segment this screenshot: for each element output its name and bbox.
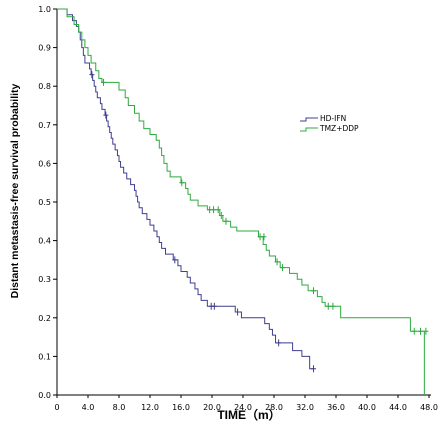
x-tick-label: 24.0 [234, 403, 252, 412]
y-tick-label: 0.0 [38, 391, 51, 400]
y-tick-label: 0.8 [38, 82, 51, 91]
censor-mark [261, 233, 267, 241]
y-axis-ticks: 0.0 0.1 0.2 0.3 0.4 0.5 0.6 0.7 0.8 0.9 1.0 [38, 5, 57, 400]
x-tick-label: 32.0 [296, 403, 314, 412]
censor-mark [218, 212, 224, 220]
censor-mark [103, 111, 109, 119]
censor-mark [211, 302, 217, 310]
censor-mark [235, 308, 241, 316]
censor-mark [325, 302, 331, 310]
x-tick-label: 20.0 [203, 403, 221, 412]
x-tick-label: 40.0 [358, 403, 376, 412]
censor-mark [280, 264, 286, 272]
censor-mark [89, 71, 95, 79]
censor-mark [274, 258, 280, 266]
censor-mark [223, 217, 229, 225]
censor-mark [276, 339, 282, 347]
censor-mark [423, 327, 429, 335]
censor-mark [101, 78, 106, 86]
censor-mark [179, 179, 185, 187]
legend-swatch [300, 117, 318, 122]
y-tick-label: 0.9 [38, 44, 51, 53]
x-tick-label: 0 [54, 403, 59, 412]
x-tick-label: 36.0 [327, 403, 345, 412]
censor-mark [330, 302, 336, 310]
y-tick-label: 0.1 [38, 352, 51, 361]
legend-swatch [300, 127, 318, 132]
y-tick-label: 0.7 [38, 121, 51, 130]
censor-mark [211, 206, 217, 214]
x-tick-label: 4.0 [82, 403, 95, 412]
y-tick-label: 0.2 [38, 314, 51, 323]
x-tick-label: 44.0 [389, 403, 407, 412]
x-tick-label: 8.0 [113, 403, 126, 412]
series-line-hd-ifn [57, 8, 315, 370]
y-axis-title: Distant metastasis-free survival probabi… [9, 83, 21, 298]
x-tick-label: 28.0 [265, 403, 283, 412]
series-layer [57, 8, 429, 395]
series-line-tmz-ddp [57, 8, 425, 395]
y-tick-label: 0.3 [38, 275, 51, 284]
censor-mark [172, 256, 178, 264]
x-axis-ticks: 0 4.0 8.0 12.0 16.0 20.0 24.0 28.0 32.0 36.0 40.0 4… [54, 395, 438, 412]
censor-mark [417, 327, 423, 335]
x-tick-label: 48.0 [420, 403, 438, 412]
censor-mark [311, 287, 317, 295]
x-tick-label: 16.0 [172, 403, 190, 412]
censor-mark [411, 327, 417, 335]
censor-mark [215, 206, 221, 214]
y-tick-label: 1.0 [38, 5, 51, 14]
y-tick-label: 0.6 [38, 159, 51, 168]
legend-label: TMZ+DDP [319, 124, 359, 133]
x-axis-title: TIME（m） [217, 407, 280, 422]
y-tick-label: 0.4 [38, 237, 51, 246]
y-tick-label: 0.5 [38, 198, 51, 207]
x-tick-label: 12.0 [141, 403, 159, 412]
legend-label: HD-IFN [320, 114, 346, 123]
censor-mark [311, 365, 317, 373]
